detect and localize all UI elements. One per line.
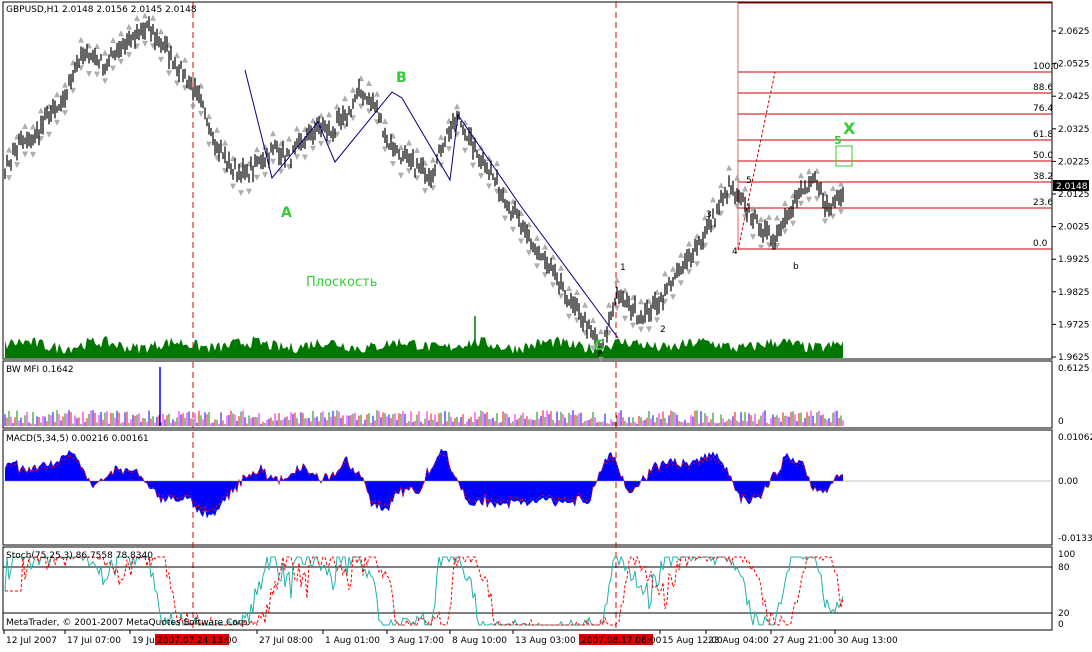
volume-histogram [5, 316, 843, 358]
macd-title: MACD(5,34,5) 0.00216 0.00161 [6, 434, 149, 444]
main-chart-title: GBPUSD,H1 2.0148 2.0156 2.0145 2.0148 [6, 5, 197, 15]
fractal-arrow-series [6, 12, 844, 363]
fib-trend-line[interactable] [737, 71, 776, 251]
time-axis: 12 Jul 2007 17 Jul 07:00 19 Jul 27 Jul 08:0… [3, 630, 898, 646]
fib-level-label: 100.0 [1033, 62, 1059, 72]
time-highlight-label: 2007.08.17 08:00 [581, 636, 662, 646]
current-price-value: 2.0148 [1056, 182, 1088, 192]
wave-label-red: 3 [706, 210, 712, 220]
price-tick-label: 2.0525 [1058, 60, 1090, 70]
wave-label-green: A [281, 205, 292, 221]
time-tick-label: 3 Aug 17:00 [389, 636, 444, 646]
mfi-tick-label: 0.6125 [1058, 364, 1090, 374]
time-tick-label: 13 Aug 03:00 [515, 636, 576, 646]
fractal-markers [6, 12, 844, 363]
stoch-tick-label: 80 [1058, 563, 1070, 573]
fib-level-label: 61.8 [1033, 130, 1053, 140]
stochastic-lines [3, 555, 1052, 627]
stoch-tick-label: 0 [1058, 620, 1064, 630]
wave-label-green: X [843, 119, 856, 138]
price-axis: 2.0625 2.0525 2.0425 2.0325 2.0225 2.0125 2.00… [1052, 27, 1090, 363]
time-highlight-box[interactable] [579, 634, 653, 645]
macd-histogram [3, 448, 1052, 519]
price-tick-label: 2.0425 [1058, 92, 1090, 102]
macd-tick-label: 0.01062 [1058, 433, 1092, 443]
price-tick-label: 2.0025 [1058, 223, 1090, 233]
wave-label-red: b [793, 262, 799, 272]
wave-path[interactable] [244, 69, 619, 339]
stoch-tick-label: 100 [1058, 550, 1075, 560]
stochastic-pane[interactable] [2, 546, 1053, 631]
fib-level-label: 38.2 [1033, 172, 1053, 182]
copyright-text: MetaTrader, © 2001-2007 MetaQuotes Softw… [6, 618, 250, 628]
price-tick-label: 2.0125 [1058, 190, 1090, 200]
wave-label-red: 1 [620, 263, 626, 273]
price-tick-label: 2.0225 [1058, 157, 1090, 167]
wave-trendlines [244, 69, 619, 339]
price-tick-label: 1.9725 [1058, 320, 1090, 330]
stoch-title: Stoch(75,25,3) 86.7558 78.8340 [6, 551, 153, 561]
macd-tick-label: -0.01334 [1058, 534, 1092, 544]
wave-label-green: B [396, 70, 407, 86]
time-tick-label: 17 Jul 07:00 [67, 636, 121, 646]
wave-label-red: 2 [660, 325, 666, 335]
mfi-histogram [4, 367, 844, 426]
macd-signal-line [4, 452, 843, 515]
mfi-tick-label: 0 [1058, 417, 1064, 427]
mfi-title: BW MFI 0.1642 [6, 365, 74, 375]
macd-axis: 0.01062 0.00 -0.01334 [1058, 433, 1092, 544]
stoch-signal-line [5, 555, 844, 627]
fibonacci-levels: 100.0 88.6 76.4 61.8 50.0 38.2 23.6 0.0 [737, 2, 1059, 251]
time-tick-label: 30 Aug 13:00 [837, 636, 898, 646]
time-tick-label: 23 Aug 04:00 [708, 636, 769, 646]
macd-tick-label: 0.00 [1058, 477, 1078, 487]
flat-label: Плоскость [306, 275, 377, 290]
time-tick-label: 12 Jul 2007 [6, 636, 57, 646]
mfi-axis: 0.6125 0 [1058, 364, 1090, 427]
price-tick-label: 1.9625 [1058, 353, 1090, 363]
current-price-tag [1053, 180, 1089, 191]
time-highlight-box[interactable] [155, 634, 229, 645]
fib-level-label: 0.0 [1033, 239, 1048, 249]
price-tick-label: 2.0325 [1058, 125, 1090, 135]
time-tick-label: 27 Aug 21:00 [773, 636, 834, 646]
macd-bars [5, 448, 843, 519]
fib-level-label: 50.0 [1033, 151, 1053, 161]
price-tick-label: 1.9825 [1058, 288, 1090, 298]
price-tick-label: 1.9925 [1058, 255, 1090, 265]
time-highlight-label: 2007.07.24 13:00 [157, 636, 238, 646]
volume-area [5, 336, 843, 358]
time-tick-label: 27 Jul 08:00 [259, 636, 313, 646]
time-tick-label: 15 Aug 12:00 [662, 636, 723, 646]
stoch-tick-label: 20 [1058, 609, 1070, 619]
wave-label-green: 5 [834, 134, 842, 147]
time-tick-label: 19 Jul [132, 636, 157, 646]
fib-level-label: 88.6 [1033, 83, 1053, 93]
wave-label-red: 4 [732, 247, 738, 257]
stoch-axis: 100 80 200 [1058, 550, 1075, 630]
time-tick-label: 8 Aug 10:00 [452, 636, 507, 646]
wave-label-red: 5 [746, 176, 752, 186]
target-box[interactable] [835, 145, 853, 167]
time-tick-label: 1 Aug 01:00 [325, 636, 380, 646]
price-tick-label: 2.0625 [1058, 27, 1090, 37]
wave-label-green: C [594, 338, 604, 354]
fib-level-label: 23.6 [1033, 198, 1053, 208]
fib-level-label: 76.4 [1033, 104, 1053, 114]
main-price-pane[interactable] [2, 1, 1053, 360]
